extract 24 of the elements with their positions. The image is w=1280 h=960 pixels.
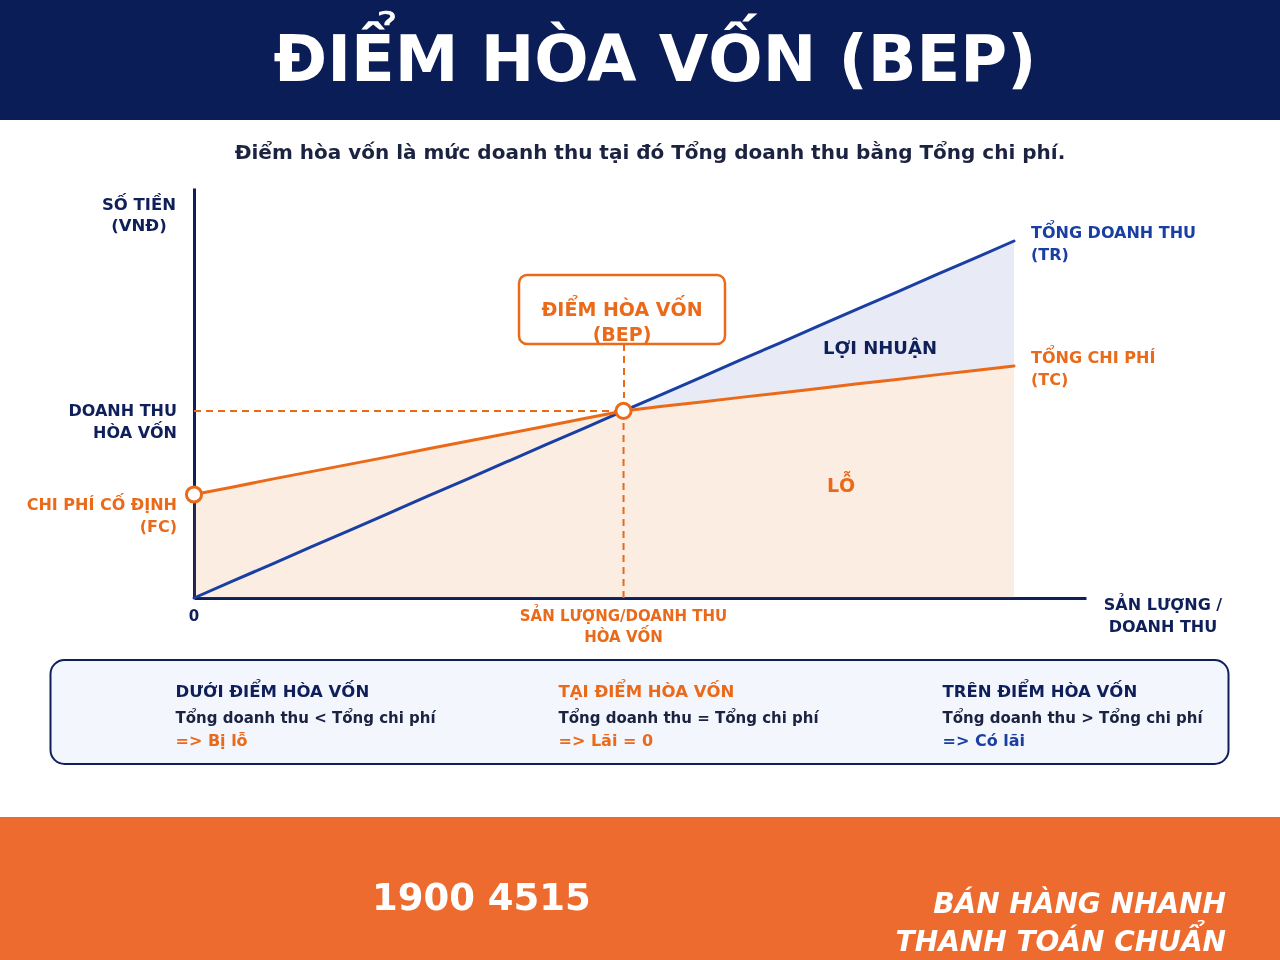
text: BÁN HÀNG NHANH THANH TOÁN CHUẨN bbox=[895, 886, 1226, 958]
ref-line-label: DOANH THU HÒA VỐN bbox=[68, 400, 177, 442]
y-axis-title: SỐ TIỀN (VNĐ) bbox=[101, 193, 177, 235]
text: => Có lãi bbox=[942, 731, 1025, 750]
text: 1900 4515 bbox=[372, 876, 591, 919]
x-tick-label: SẢN LƯỢNG/DOANH THU HÒA VỐN bbox=[519, 604, 728, 646]
annotation: CHI PHÍ CỐ ĐỊNH (FC) bbox=[26, 493, 177, 537]
x-axis-title: SẢN LƯỢNG / DOANH THU bbox=[1103, 593, 1223, 636]
text: TẠI ĐIỂM HÒA VỐN bbox=[558, 679, 735, 701]
text: TRÊN ĐIỂM HÒA VỐN bbox=[942, 679, 1138, 701]
text: => Bị lỗ bbox=[175, 731, 248, 750]
text: ĐIỂM HÒA VỐN (BEP) bbox=[273, 10, 1037, 96]
text: Tổng doanh thu > Tổng chi phí bbox=[942, 708, 1204, 727]
text: => Lãi = 0 bbox=[558, 731, 654, 750]
annotation: LỢI NHUẬN bbox=[823, 337, 937, 358]
text: DƯỚI ĐIỂM HÒA VỐN bbox=[175, 679, 370, 701]
series-label: TỔNG CHI PHÍ (TC) bbox=[1031, 344, 1156, 389]
text: ĐIỂM HÒA VỐN (BEP) bbox=[541, 295, 703, 345]
series-label: TỔNG DOANH THU (TR) bbox=[1031, 220, 1197, 264]
text: Tổng doanh thu < Tổng chi phí bbox=[175, 708, 437, 727]
x-tick-label: 0 bbox=[188, 607, 200, 625]
chart-subtitle: Điểm hòa vốn là mức doanh thu tại đó Tổng doanh thu bằng Tổng chi phí. bbox=[234, 140, 1066, 164]
annotation: LỖ bbox=[826, 470, 856, 496]
text: Tổng doanh thu = Tổng chi phí bbox=[558, 708, 820, 727]
